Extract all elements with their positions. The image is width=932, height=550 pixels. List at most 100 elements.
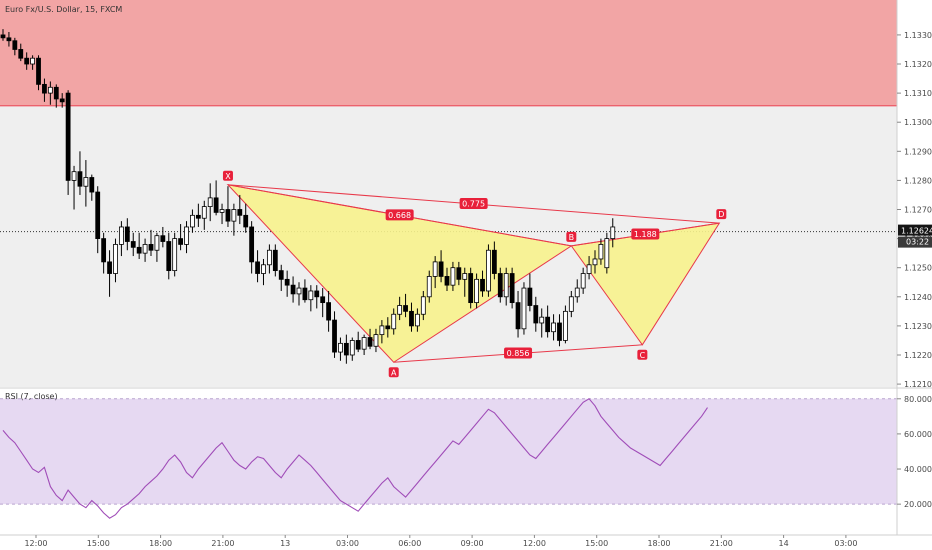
- candle-body: [172, 238, 178, 272]
- candle: [610, 218, 616, 248]
- candle: [462, 267, 468, 297]
- candle-body: [59, 98, 65, 103]
- candle-body: [409, 310, 414, 327]
- pattern-point-x-badge: [222, 170, 233, 181]
- candle: [255, 250, 260, 283]
- candle: [0, 29, 6, 41]
- candle-body: [586, 264, 592, 274]
- candle-body: [397, 305, 403, 315]
- candle: [326, 290, 332, 332]
- candle-body: [426, 276, 432, 298]
- candle: [95, 186, 101, 254]
- candle-body: [53, 86, 59, 100]
- candle-body: [154, 235, 160, 251]
- candle: [30, 55, 36, 70]
- rsi-layer: [2, 398, 708, 519]
- price-tick-label: 1.13200: [904, 60, 932, 69]
- candle-body: [527, 287, 533, 306]
- candle-body: [539, 316, 545, 324]
- candle-body: [450, 267, 456, 286]
- candle: [231, 203, 237, 236]
- candle-body: [18, 49, 24, 59]
- candle-body: [373, 334, 379, 347]
- candle-body: [284, 278, 290, 286]
- candle-body: [47, 86, 53, 94]
- candle: [243, 203, 249, 233]
- candle: [219, 203, 225, 225]
- candle-body: [503, 273, 509, 298]
- price-tick-label: 1.12800: [904, 176, 932, 185]
- labels-layer: 1.12624 03:22 X A B C D 0.668 0.775 0.856 1.188: [222, 170, 932, 378]
- candle-body: [338, 342, 343, 353]
- candle-body: [89, 177, 95, 193]
- candle: [403, 293, 408, 318]
- candle: [598, 238, 604, 265]
- candles-layer: [0, 29, 616, 364]
- candle-body: [107, 261, 112, 274]
- candle: [420, 290, 426, 321]
- candle: [320, 288, 326, 318]
- candle-body: [0, 34, 6, 39]
- candle: [59, 93, 65, 108]
- ratio-badge: [459, 197, 488, 209]
- resistance-zone: [0, 0, 897, 106]
- candle-body: [148, 244, 154, 251]
- candle: [379, 320, 385, 344]
- candle: [438, 250, 444, 283]
- candle-body: [320, 296, 326, 304]
- candle-body: [261, 264, 266, 274]
- candle-body: [420, 296, 426, 315]
- candle-body: [545, 316, 551, 333]
- candle-body: [486, 249, 491, 292]
- time-tick-label: 12:00: [523, 539, 546, 548]
- candle-body: [580, 273, 586, 289]
- candle-body: [403, 305, 408, 312]
- time-tick-label: 21:00: [211, 539, 234, 548]
- candle-body: [355, 340, 361, 350]
- time-tick-label: 06:00: [398, 539, 421, 548]
- candle: [190, 209, 195, 233]
- candle: [521, 282, 527, 335]
- candle-body: [468, 273, 474, 304]
- candle-body: [195, 214, 201, 219]
- candle: [83, 160, 89, 207]
- candle: [201, 200, 207, 230]
- ratio-badge: [631, 228, 660, 240]
- candle: [53, 84, 59, 108]
- candle-body: [604, 238, 610, 269]
- price-tick-label: 1.12300: [904, 322, 932, 331]
- candle-body: [391, 313, 397, 330]
- candle: [89, 174, 95, 201]
- candle-body: [166, 241, 172, 272]
- candle-body: [237, 209, 243, 216]
- rsi-tick-label: 20.0000: [904, 500, 932, 509]
- candle: [119, 221, 124, 257]
- candle-body: [124, 226, 130, 242]
- candle: [409, 302, 414, 332]
- candle-body: [568, 296, 574, 312]
- candle-body: [308, 290, 314, 301]
- candle: [343, 334, 349, 364]
- candle: [184, 221, 189, 254]
- ratio-label: 0.775: [462, 199, 485, 208]
- candle: [361, 334, 367, 355]
- candle-body: [497, 273, 503, 298]
- candle-body: [225, 209, 231, 222]
- candle-body: [278, 270, 284, 280]
- candle-body: [219, 209, 225, 213]
- candle: [195, 203, 201, 227]
- pattern-point-c: C: [640, 351, 646, 360]
- candle: [450, 261, 456, 291]
- candle-body: [349, 340, 355, 356]
- candle-body: [444, 276, 450, 286]
- candle: [574, 279, 580, 303]
- candle: [414, 308, 420, 332]
- candle: [426, 270, 432, 303]
- candle-body: [160, 235, 166, 242]
- candle: [266, 244, 272, 274]
- candle: [36, 55, 41, 91]
- price-tick-label: 1.13000: [904, 118, 932, 127]
- rsi-band: [0, 398, 897, 505]
- candle: [586, 256, 592, 280]
